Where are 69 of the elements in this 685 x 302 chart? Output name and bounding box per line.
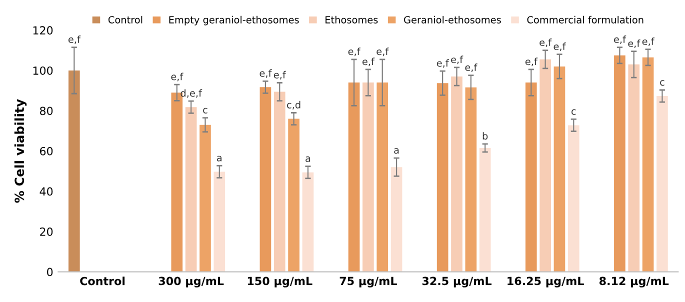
legend-label: Commercial formulation xyxy=(527,16,644,24)
y-tick-label: 20 xyxy=(40,228,53,236)
data-label: a xyxy=(306,156,310,162)
bar xyxy=(614,55,626,272)
data-label: e,f xyxy=(68,35,81,44)
x-tick-label: 300 µg/mL xyxy=(158,276,224,288)
bar xyxy=(260,87,272,272)
bar xyxy=(68,70,80,272)
data-label: a xyxy=(217,156,222,162)
data-label: e,f xyxy=(451,56,464,64)
bar xyxy=(540,59,551,272)
bar xyxy=(642,57,654,272)
bar xyxy=(362,82,374,272)
data-label: d,e,f xyxy=(180,89,202,98)
bar xyxy=(348,82,360,272)
data-label: c xyxy=(660,80,664,86)
data-label: e,f xyxy=(465,63,478,72)
bar xyxy=(451,76,462,272)
data-label: e,f xyxy=(436,59,450,68)
bar xyxy=(465,87,477,272)
bar xyxy=(214,172,226,272)
bar xyxy=(525,82,537,272)
bar xyxy=(390,167,402,272)
x-tick-label: 32.5 µg/mL xyxy=(422,276,492,288)
legend-label: Geraniol-ethosomes xyxy=(404,16,501,24)
bar xyxy=(479,148,491,272)
data-label: e,f xyxy=(554,42,566,52)
x-tick-label: 16.25 µg/mL xyxy=(508,276,584,288)
data-label: e,f xyxy=(628,40,640,48)
bar xyxy=(288,118,300,272)
data-label: b xyxy=(482,132,488,140)
bar xyxy=(628,64,640,272)
legend-label: Ethosomes xyxy=(326,16,378,24)
data-label: e,f xyxy=(614,35,626,44)
bar xyxy=(185,107,197,272)
data-label: e,f xyxy=(260,69,272,78)
y-tick-label: 120 xyxy=(33,26,53,35)
bar xyxy=(200,124,211,272)
data-label: e,f xyxy=(171,72,184,82)
bar xyxy=(376,82,388,272)
data-label: e,f xyxy=(540,38,552,48)
data-label: e,f xyxy=(362,58,375,66)
y-tick-label: 0 xyxy=(47,268,53,276)
bar xyxy=(302,172,314,272)
data-label: c xyxy=(203,108,208,114)
data-label: e,f xyxy=(348,48,360,56)
data-label: e,f xyxy=(525,58,538,66)
data-label: e,f xyxy=(376,48,389,56)
x-tick-label: 75 µg/mL xyxy=(340,276,397,288)
y-tick-label: 80 xyxy=(40,106,53,116)
bar xyxy=(656,96,668,272)
y-tick-label: 60 xyxy=(40,146,53,156)
x-tick-label: 8.12 µg/mL xyxy=(599,276,669,288)
legend-label: Control xyxy=(108,16,142,24)
legend-label: Empty geraniol-ethosomes xyxy=(169,16,299,26)
bar xyxy=(436,83,448,272)
x-tick-label: 150 µg/mL xyxy=(248,276,312,288)
data-label: a xyxy=(394,148,399,154)
data-label: c,d xyxy=(287,100,300,110)
bar xyxy=(554,66,566,272)
data-label: c xyxy=(572,109,576,115)
y-tick-label: 100 xyxy=(33,66,53,75)
data-label: e,f xyxy=(642,38,654,46)
data-label: e,f xyxy=(274,70,286,80)
bar xyxy=(274,92,286,272)
bar xyxy=(568,125,580,272)
y-tick-label: 40 xyxy=(40,187,53,196)
x-tick-label: Control xyxy=(80,276,125,286)
y-axis-title: % Cell viability xyxy=(14,99,27,203)
